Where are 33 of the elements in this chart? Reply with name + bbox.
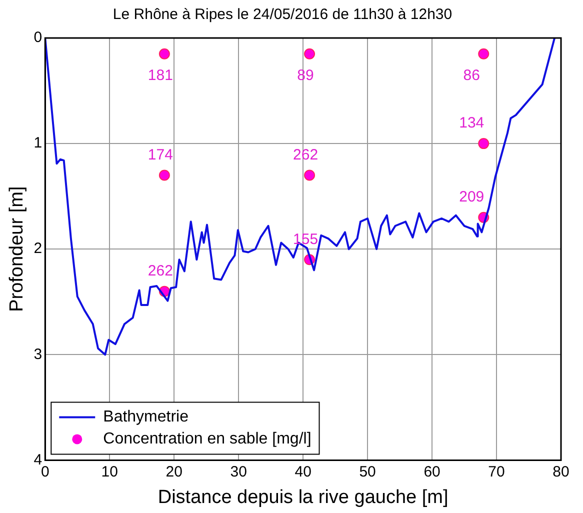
x-tick-label: 60 — [424, 463, 440, 480]
annotation: 86 — [463, 66, 480, 84]
x-axis-title: Distance depuis la rive gauche [m] — [158, 486, 448, 508]
x-tick-label: 80 — [552, 463, 570, 480]
legend-label: Bathymetrie — [103, 408, 189, 426]
y-tick-label: 1 — [34, 134, 42, 152]
y-tick-label: 0 — [34, 29, 42, 46]
x-tick-label: 40 — [294, 463, 312, 480]
legend-label: Concentration en sable [mg/l] — [103, 430, 312, 448]
y-tick-label: 2 — [34, 240, 42, 258]
y-tick-label: 4 — [34, 451, 42, 468]
chart-title: Le Rhône à Ripes le 24/05/2016 de 11h30 à 12h30 — [112, 6, 452, 24]
point — [304, 170, 316, 181]
annotation: 209 — [459, 188, 484, 206]
annotation: 89 — [297, 66, 314, 84]
annotation: 262 — [293, 146, 318, 164]
x-tick-label: 30 — [230, 463, 247, 480]
point — [478, 48, 490, 60]
point — [158, 170, 170, 181]
annotation: 174 — [148, 146, 173, 164]
x-tick-label: 50 — [359, 463, 376, 480]
annotation: 155 — [293, 230, 318, 248]
point — [304, 48, 316, 60]
point — [478, 138, 490, 150]
y-axis-title: Profondeur [m] — [6, 186, 28, 312]
annotation: 181 — [148, 66, 173, 84]
x-tick-label: 20 — [166, 463, 182, 480]
point — [158, 48, 170, 60]
annotation: 262 — [148, 262, 173, 280]
annotation: 134 — [459, 114, 484, 132]
x-tick-label: 10 — [101, 463, 118, 480]
x-tick-label: 70 — [488, 463, 505, 480]
y-tick-label: 3 — [34, 346, 42, 363]
